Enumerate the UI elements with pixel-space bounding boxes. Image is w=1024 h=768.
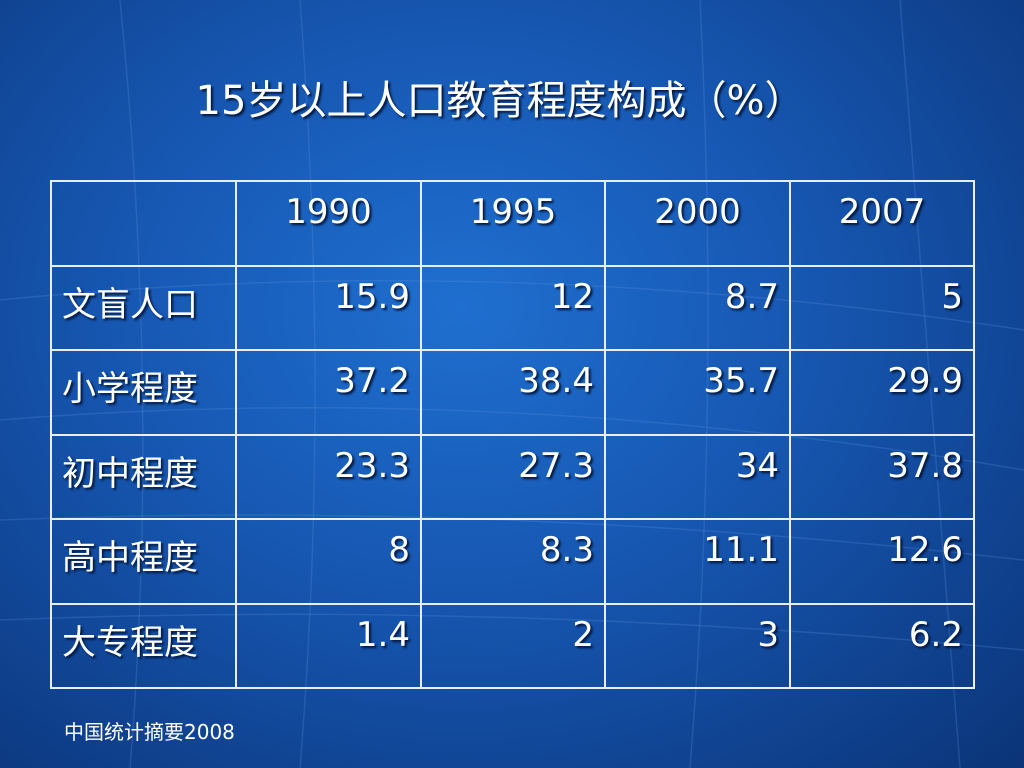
table-row: 文盲人口 15.9 12 8.7 5 <box>50 264 975 351</box>
value-cell: 27.3 <box>420 433 606 520</box>
value-cell: 23.3 <box>235 433 422 520</box>
header-cell: 1990 <box>235 180 422 267</box>
row-label: 高中程度 <box>50 518 237 605</box>
table-row: 初中程度 23.3 27.3 34 37.8 <box>50 433 975 520</box>
value-cell: 3 <box>604 602 791 689</box>
header-row: 1990 1995 2000 2007 <box>50 180 975 267</box>
value-cell: 8.7 <box>604 264 791 351</box>
footnote: 中国统计摘要2008 <box>64 720 235 744</box>
value-cell: 29.9 <box>789 349 975 436</box>
value-cell: 37.8 <box>789 433 975 520</box>
value-cell: 35.7 <box>604 349 791 436</box>
value-cell: 12.6 <box>789 518 975 605</box>
value-cell: 34 <box>604 433 791 520</box>
row-label: 初中程度 <box>50 433 237 520</box>
header-cell: 2007 <box>789 180 975 267</box>
slide-title: 15岁以上人口教育程度构成（%） <box>195 78 805 124</box>
header-cell <box>50 180 237 267</box>
table-row: 大专程度 1.4 2 3 6.2 <box>50 602 975 689</box>
value-cell: 8 <box>235 518 422 605</box>
value-cell: 2 <box>420 602 606 689</box>
row-label: 大专程度 <box>50 602 237 689</box>
value-cell: 37.2 <box>235 349 422 436</box>
value-cell: 1.4 <box>235 602 422 689</box>
data-table: 1990 1995 2000 2007 文盲人口 15.9 12 8.7 5 小学程度 37.2 38… <box>50 180 975 689</box>
value-cell: 11.1 <box>604 518 791 605</box>
table-row: 高中程度 8 8.3 11.1 12.6 <box>50 518 975 605</box>
table-row: 小学程度 37.2 38.4 35.7 29.9 <box>50 349 975 436</box>
value-cell: 8.3 <box>420 518 606 605</box>
header-cell: 1995 <box>420 180 606 267</box>
row-label: 小学程度 <box>50 349 237 436</box>
value-cell: 12 <box>420 264 606 351</box>
value-cell: 15.9 <box>235 264 422 351</box>
value-cell: 5 <box>789 264 975 351</box>
value-cell: 38.4 <box>420 349 606 436</box>
row-label: 文盲人口 <box>50 264 237 351</box>
header-cell: 2000 <box>604 180 791 267</box>
value-cell: 6.2 <box>789 602 975 689</box>
